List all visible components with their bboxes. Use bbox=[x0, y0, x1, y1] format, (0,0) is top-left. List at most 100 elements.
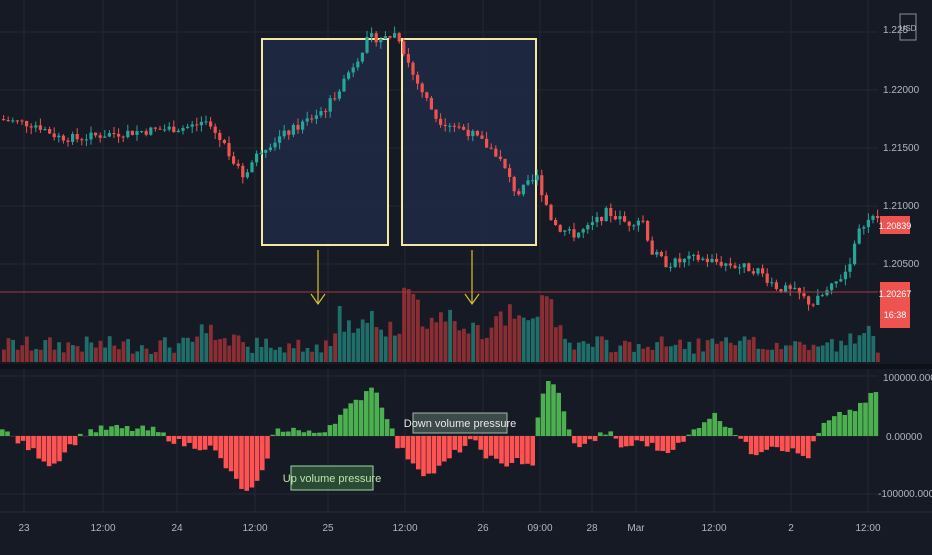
volume-bar bbox=[531, 318, 535, 362]
oscillator-bar bbox=[416, 436, 421, 469]
oscillator-bar bbox=[806, 436, 811, 458]
candle-body bbox=[655, 252, 658, 255]
candle-body bbox=[710, 259, 713, 262]
candle-body bbox=[126, 131, 129, 137]
oscillator-bar bbox=[775, 436, 780, 447]
candle-body bbox=[402, 41, 405, 54]
candle-body bbox=[444, 125, 447, 126]
volume-bar bbox=[490, 328, 494, 362]
candle-body bbox=[306, 118, 309, 121]
volume-bar bbox=[319, 352, 323, 362]
oscillator-bar bbox=[281, 432, 286, 436]
time-tick-3: 12:00 bbox=[242, 523, 267, 534]
oscillator-bar bbox=[57, 436, 62, 461]
oscillator-bar bbox=[666, 436, 671, 453]
candle-body bbox=[135, 131, 138, 135]
oscillator-bar bbox=[692, 429, 697, 436]
candle-body bbox=[324, 111, 327, 112]
volume-bar bbox=[513, 319, 517, 362]
candle-body bbox=[687, 256, 690, 259]
volume-bar bbox=[186, 338, 190, 362]
oscillator-bar bbox=[286, 431, 291, 436]
candle-body bbox=[99, 135, 102, 137]
candle-body bbox=[108, 133, 111, 137]
volume-bar bbox=[784, 345, 788, 362]
candle-body bbox=[766, 274, 769, 283]
oscillator-bar bbox=[172, 436, 177, 444]
candle-body bbox=[255, 154, 258, 163]
oscillator-bar bbox=[270, 435, 275, 436]
candle-body bbox=[858, 229, 861, 244]
oscillator-bar bbox=[582, 436, 587, 444]
volume-bar bbox=[503, 326, 507, 362]
candle-body bbox=[434, 110, 437, 119]
candle-body bbox=[494, 149, 497, 157]
time-tick-8: 28 bbox=[586, 523, 598, 534]
volume-bar bbox=[434, 322, 438, 362]
candle-body bbox=[145, 131, 148, 135]
oscillator-bar bbox=[380, 408, 385, 436]
volume-bar bbox=[536, 317, 540, 362]
candle-body bbox=[738, 267, 741, 268]
volume-bar bbox=[411, 294, 415, 362]
oscillator-bar bbox=[452, 436, 457, 450]
volume-bar bbox=[628, 342, 632, 362]
oscillator-bar bbox=[520, 436, 525, 464]
oscillator-bar bbox=[255, 436, 260, 481]
oscillator-bar bbox=[338, 415, 343, 436]
volume-bar bbox=[526, 320, 530, 362]
oscillator-bar bbox=[229, 436, 234, 471]
volume-bar bbox=[545, 296, 549, 362]
candle-body bbox=[517, 191, 520, 194]
volume-bar bbox=[752, 337, 756, 362]
candle-body bbox=[503, 159, 506, 168]
oscillator-bar bbox=[608, 431, 613, 436]
candle-body bbox=[181, 128, 184, 131]
volume-bar bbox=[342, 332, 346, 362]
candle-body bbox=[577, 233, 580, 238]
candle-body bbox=[76, 134, 79, 139]
volume-bar bbox=[108, 336, 112, 362]
candle-body bbox=[513, 177, 516, 191]
volume-bar bbox=[246, 347, 250, 362]
volume-bar bbox=[204, 333, 208, 362]
oscillator-bar bbox=[504, 436, 509, 467]
price-tick-1: 1.22000 bbox=[883, 85, 920, 96]
candle-body bbox=[319, 111, 322, 115]
volume-bar bbox=[839, 341, 843, 362]
oscillator-bar bbox=[858, 403, 863, 436]
candle-body bbox=[476, 131, 479, 136]
candle-body bbox=[154, 128, 157, 129]
oscillator-bar bbox=[671, 436, 676, 450]
volume-bar bbox=[25, 337, 29, 362]
candle-body bbox=[457, 127, 460, 128]
volume-bar bbox=[57, 342, 61, 362]
price-tick-4: 1.20500 bbox=[883, 259, 920, 270]
volume-bar bbox=[218, 339, 222, 362]
volume-bar bbox=[388, 322, 392, 362]
volume-bar bbox=[296, 340, 300, 362]
volume-bar bbox=[338, 306, 342, 362]
oscillator-bar bbox=[827, 420, 832, 436]
volume-bar bbox=[117, 349, 121, 362]
candle-body bbox=[586, 225, 589, 229]
volume-bar bbox=[549, 299, 553, 362]
candle-body bbox=[559, 225, 562, 232]
candle-body bbox=[370, 33, 373, 37]
candle-body bbox=[572, 229, 575, 237]
oscillator-bar bbox=[343, 409, 348, 436]
volume-bar bbox=[563, 339, 567, 362]
volume-bar bbox=[177, 343, 181, 362]
oscillator-bar bbox=[790, 436, 795, 448]
oscillator-bar bbox=[140, 426, 145, 436]
oscillator-bar bbox=[78, 434, 83, 436]
time-tick-9: Mar bbox=[627, 523, 645, 534]
candle-body bbox=[876, 216, 879, 218]
oscillator-bar bbox=[832, 416, 837, 436]
oscillator-bar bbox=[759, 436, 764, 452]
oscillator-bar bbox=[198, 436, 203, 450]
oscillator-bar bbox=[718, 421, 723, 436]
volume-bar bbox=[264, 339, 268, 362]
volume-bar bbox=[287, 343, 291, 362]
volume-bar bbox=[365, 323, 369, 362]
